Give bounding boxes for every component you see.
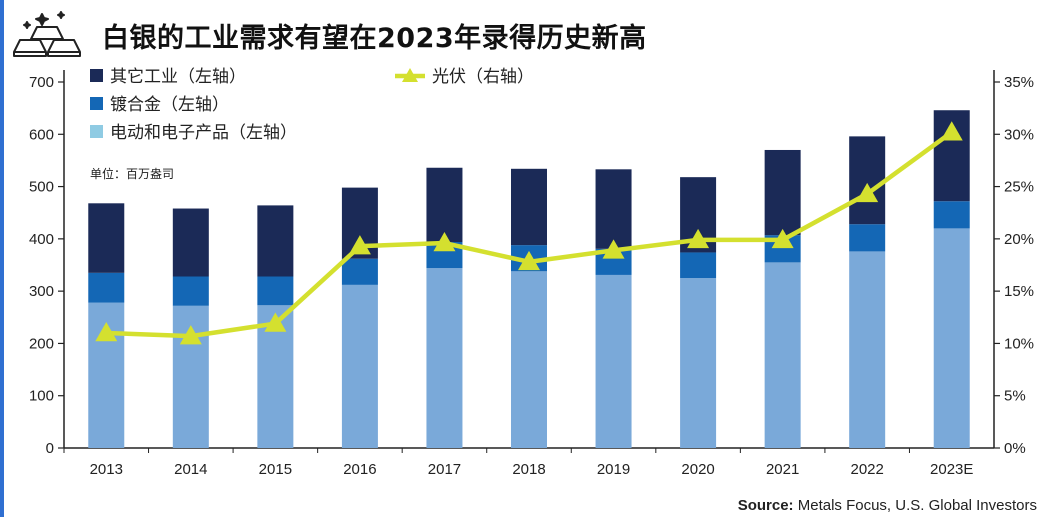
legend-label-electrical: 电动和电子产品（左轴） — [110, 123, 297, 143]
bar-electrical — [933, 228, 970, 448]
bar-other_industrial — [511, 168, 547, 246]
bar-brazing — [257, 276, 294, 306]
bar-electrical — [595, 274, 632, 448]
x-tick-label: 2022 — [850, 461, 883, 478]
legend-swatch-other_industrial — [90, 69, 103, 82]
bar-electrical — [849, 251, 886, 448]
bar-brazing — [849, 224, 886, 252]
left-tick-label: 500 — [29, 179, 54, 196]
legend-marker-photovoltaic — [402, 68, 418, 82]
point-photovoltaic — [264, 312, 287, 332]
point-photovoltaic — [940, 121, 963, 141]
bar-other_industrial — [172, 208, 209, 277]
bar-electrical — [680, 278, 717, 448]
legend-label-brazing: 镀合金（左轴） — [110, 95, 229, 115]
bar-electrical — [764, 262, 801, 448]
bar-electrical — [341, 284, 378, 448]
bar-brazing — [680, 252, 717, 279]
page-title: 白银的工业需求有望在2023年录得历史新高 — [102, 23, 647, 54]
bar-electrical — [511, 271, 547, 448]
x-tick-label: 2020 — [681, 461, 714, 478]
x-tick-label: 2015 — [259, 461, 292, 478]
left-tick-label: 300 — [29, 283, 54, 300]
bar-other_industrial — [426, 167, 463, 242]
left-accent-bar — [0, 0, 4, 517]
x-tick-label: 2018 — [512, 461, 545, 478]
right-tick-label: 0% — [1004, 440, 1026, 457]
left-tick-label: 0 — [46, 440, 54, 457]
bar-other_industrial — [88, 203, 125, 273]
point-photovoltaic — [687, 228, 710, 249]
point-photovoltaic — [95, 321, 118, 342]
chart-legend: 其它工业（左轴） 镀合金（左轴） 电动和电子产品（左轴） 单位：百万盎司 光伏（右轴） — [90, 67, 534, 181]
header: 白银的工业需求有望在2023年录得历史新高 — [6, 2, 1036, 58]
chart-line — [95, 121, 963, 345]
x-tick-label: 2016 — [343, 461, 376, 478]
chart-bars — [88, 110, 970, 448]
point-photovoltaic — [602, 239, 625, 259]
legend-swatch-electrical — [90, 125, 103, 138]
bar-brazing — [341, 258, 378, 285]
right-tick-label: 10% — [1004, 335, 1034, 352]
right-tick-label: 25% — [1004, 179, 1034, 196]
bar-brazing — [933, 201, 970, 229]
bar-other_industrial — [595, 169, 632, 249]
x-tick-label: 2023E — [930, 461, 973, 478]
chart-axes: 0 100 200 300 400 500 600 700 0% 5% 10% 15% 20% 25% 30… — [29, 70, 1034, 478]
right-tick-label: 35% — [1004, 74, 1034, 91]
point-photovoltaic — [433, 232, 456, 252]
right-tick-label: 30% — [1004, 126, 1034, 143]
right-tick-label: 5% — [1004, 388, 1026, 405]
chart: 0 100 200 300 400 500 600 700 0% 5% 10% 15% 20% 25% 30… — [29, 67, 1034, 478]
source-label: Source: — [737, 497, 794, 514]
right-tick-label: 20% — [1004, 231, 1034, 248]
bar-brazing — [172, 276, 209, 306]
legend-label-other_industrial: 其它工业（左轴） — [110, 67, 246, 87]
x-tick-label: 2019 — [597, 461, 630, 478]
bar-electrical — [426, 268, 463, 448]
bar-other_industrial — [257, 205, 294, 277]
legend-label-photovoltaic: 光伏（右轴） — [432, 67, 534, 87]
bar-other_industrial — [764, 149, 801, 236]
left-tick-label: 700 — [29, 74, 54, 91]
point-photovoltaic — [179, 325, 202, 345]
left-tick-label: 400 — [29, 231, 54, 248]
x-tick-label: 2017 — [428, 461, 461, 478]
x-tick-label: 2021 — [766, 461, 799, 478]
left-tick-label: 600 — [29, 126, 54, 143]
legend-swatch-brazing — [90, 97, 103, 110]
silver-bars-icon — [13, 11, 81, 57]
point-photovoltaic — [771, 228, 794, 249]
x-tick-label: 2014 — [174, 461, 207, 478]
source-note: Source: Metals Focus, U.S. Global Invest… — [738, 497, 1037, 514]
left-tick-label: 100 — [29, 388, 54, 405]
bar-brazing — [88, 272, 125, 303]
x-tick-label: 2013 — [90, 461, 123, 478]
source-text: Metals Focus, U.S. Global Investors — [797, 497, 1037, 514]
point-photovoltaic — [518, 250, 540, 271]
point-photovoltaic — [856, 182, 879, 203]
right-tick-label: 15% — [1004, 283, 1034, 300]
bar-other_industrial — [849, 136, 886, 225]
unit-note: 单位：百万盎司 — [90, 166, 174, 181]
point-photovoltaic — [348, 235, 371, 255]
left-tick-label: 200 — [29, 335, 54, 352]
